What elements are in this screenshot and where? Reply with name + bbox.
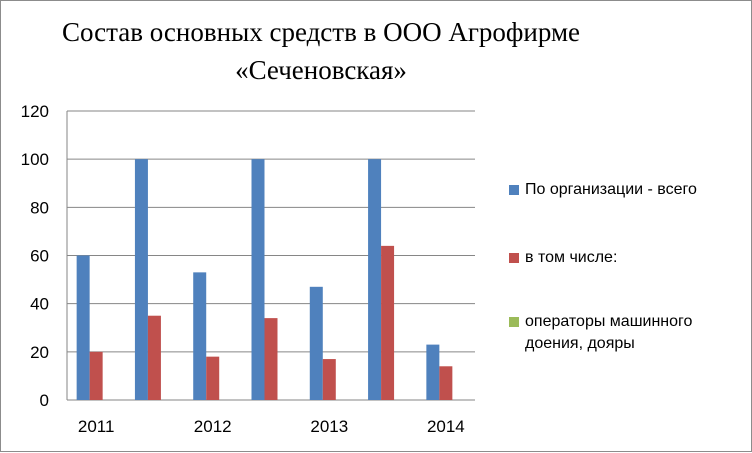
bar-1-3 bbox=[193, 272, 207, 400]
bar-1-6 bbox=[368, 159, 382, 400]
y-tick-label-80: 80 bbox=[30, 198, 49, 217]
bar-2-6 bbox=[381, 245, 395, 400]
legend-swatch-total bbox=[509, 185, 519, 195]
y-tick-label-100: 100 bbox=[21, 150, 49, 169]
legend-swatch-operators bbox=[509, 317, 519, 327]
x-tick-label-2012: 2012 bbox=[194, 417, 232, 436]
bar-2-3 bbox=[206, 356, 220, 400]
x-tick-label-2011: 2011 bbox=[78, 417, 115, 436]
chart-title-line-2: «Сеченовская» bbox=[235, 55, 407, 85]
chart-title-line-1: Состав основных средств в ООО Агрофирме bbox=[61, 17, 581, 47]
bar-2-4 bbox=[264, 318, 278, 400]
chart-title: Состав основных средств в ООО Агрофирме … bbox=[41, 13, 601, 89]
bar-2-2 bbox=[147, 315, 161, 400]
bar-1-2 bbox=[134, 159, 148, 400]
legend-item-including: в том числе: bbox=[509, 247, 745, 269]
bar-1-7 bbox=[426, 344, 440, 400]
bar-1-1 bbox=[76, 255, 90, 400]
bar-1-5 bbox=[309, 286, 323, 400]
bar-2-7 bbox=[439, 366, 453, 400]
y-tick-label-60: 60 bbox=[30, 247, 49, 266]
legend-item-total: По организации - всего bbox=[509, 179, 745, 201]
y-tick-label-120: 120 bbox=[21, 102, 49, 121]
legend-swatch-including bbox=[509, 253, 519, 263]
y-tick-label-0: 0 bbox=[40, 391, 49, 410]
y-tick-label-20: 20 bbox=[30, 343, 49, 362]
bar-1-4 bbox=[251, 159, 265, 400]
x-tick-label-2014: 2014 bbox=[427, 417, 465, 436]
bar-2-5 bbox=[322, 359, 336, 400]
legend-label-operators: операторы машинного доения, дояры bbox=[525, 313, 693, 352]
bar-2-1 bbox=[89, 351, 103, 400]
legend-item-operators: операторы машинного доения, дояры bbox=[509, 311, 745, 355]
x-tick-label-2013: 2013 bbox=[310, 417, 348, 436]
legend-label-including: в том числе: bbox=[525, 249, 618, 266]
legend-label-total: По организации - всего bbox=[525, 181, 697, 198]
y-tick-label-40: 40 bbox=[30, 295, 49, 314]
